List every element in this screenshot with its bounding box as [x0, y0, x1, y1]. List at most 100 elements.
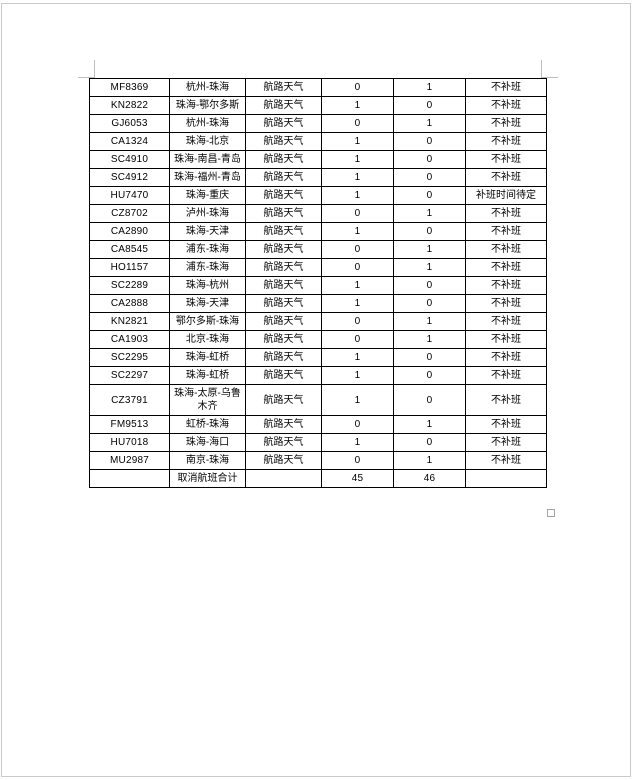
flight-no-cell[interactable]: CZ3791: [89, 384, 170, 416]
reason-cell[interactable]: 航路天气: [245, 132, 322, 151]
route-cell[interactable]: 杭州-珠海: [169, 78, 246, 97]
count-a-cell[interactable]: 0: [321, 78, 394, 97]
flight-no-cell[interactable]: FM9513: [89, 415, 170, 434]
count-b-cell[interactable]: 1: [393, 258, 466, 277]
status-cell[interactable]: 不补班: [465, 132, 547, 151]
status-cell[interactable]: 不补班: [465, 96, 547, 115]
count-a-cell[interactable]: 1: [321, 276, 394, 295]
count-a-cell[interactable]: 0: [321, 240, 394, 259]
count-b-cell[interactable]: 1: [393, 78, 466, 97]
route-cell[interactable]: 珠海-天津: [169, 294, 246, 313]
count-b-cell[interactable]: 0: [393, 276, 466, 295]
status-cell[interactable]: 不补班: [465, 415, 547, 434]
route-cell[interactable]: 杭州-珠海: [169, 114, 246, 133]
reason-cell[interactable]: 航路天气: [245, 204, 322, 223]
reason-cell[interactable]: 航路天气: [245, 222, 322, 241]
reason-cell[interactable]: 航路天气: [245, 348, 322, 367]
count-b-cell[interactable]: 1: [393, 204, 466, 223]
status-cell[interactable]: [465, 469, 547, 488]
reason-cell[interactable]: 航路天气: [245, 330, 322, 349]
flight-no-cell[interactable]: MF8369: [89, 78, 170, 97]
flight-no-cell[interactable]: MU2987: [89, 451, 170, 470]
status-cell[interactable]: 补班时间待定: [465, 186, 547, 205]
count-b-cell[interactable]: 1: [393, 312, 466, 331]
count-a-cell[interactable]: 0: [321, 258, 394, 277]
route-cell[interactable]: 珠海-北京: [169, 132, 246, 151]
flight-no-cell[interactable]: KN2821: [89, 312, 170, 331]
status-cell[interactable]: 不补班: [465, 276, 547, 295]
count-b-cell[interactable]: 1: [393, 330, 466, 349]
reason-cell[interactable]: 航路天气: [245, 240, 322, 259]
status-cell[interactable]: 不补班: [465, 451, 547, 470]
route-cell[interactable]: 浦东-珠海: [169, 258, 246, 277]
count-b-cell[interactable]: 0: [393, 96, 466, 115]
route-cell[interactable]: 珠海-鄂尔多斯: [169, 96, 246, 115]
status-cell[interactable]: 不补班: [465, 240, 547, 259]
route-cell[interactable]: 珠海-重庆: [169, 186, 246, 205]
count-a-cell[interactable]: 1: [321, 222, 394, 241]
count-b-cell[interactable]: 0: [393, 222, 466, 241]
flight-no-cell[interactable]: GJ6053: [89, 114, 170, 133]
count-a-cell[interactable]: 1: [321, 132, 394, 151]
route-cell[interactable]: 泸州-珠海: [169, 204, 246, 223]
count-a-cell[interactable]: 0: [321, 114, 394, 133]
reason-cell[interactable]: 航路天气: [245, 294, 322, 313]
status-cell[interactable]: 不补班: [465, 258, 547, 277]
route-cell[interactable]: 珠海-虹桥: [169, 366, 246, 385]
route-cell[interactable]: 浦东-珠海: [169, 240, 246, 259]
status-cell[interactable]: 不补班: [465, 78, 547, 97]
count-a-cell[interactable]: 0: [321, 415, 394, 434]
count-a-cell[interactable]: 45: [321, 469, 394, 488]
status-cell[interactable]: 不补班: [465, 294, 547, 313]
flight-no-cell[interactable]: CA1324: [89, 132, 170, 151]
status-cell[interactable]: 不补班: [465, 433, 547, 452]
flight-no-cell[interactable]: KN2822: [89, 96, 170, 115]
reason-cell[interactable]: 航路天气: [245, 276, 322, 295]
route-cell[interactable]: 虹桥-珠海: [169, 415, 246, 434]
count-b-cell[interactable]: 1: [393, 114, 466, 133]
status-cell[interactable]: 不补班: [465, 114, 547, 133]
route-cell[interactable]: 鄂尔多斯-珠海: [169, 312, 246, 331]
flight-no-cell[interactable]: [89, 469, 170, 488]
flight-no-cell[interactable]: CA8545: [89, 240, 170, 259]
count-b-cell[interactable]: 0: [393, 186, 466, 205]
flight-no-cell[interactable]: HU7470: [89, 186, 170, 205]
status-cell[interactable]: 不补班: [465, 384, 547, 416]
status-cell[interactable]: 不补班: [465, 222, 547, 241]
reason-cell[interactable]: 航路天气: [245, 433, 322, 452]
status-cell[interactable]: 不补班: [465, 330, 547, 349]
flight-no-cell[interactable]: CA2890: [89, 222, 170, 241]
reason-cell[interactable]: 航路天气: [245, 114, 322, 133]
count-b-cell[interactable]: 0: [393, 150, 466, 169]
count-a-cell[interactable]: 1: [321, 294, 394, 313]
route-cell[interactable]: 北京-珠海: [169, 330, 246, 349]
count-a-cell[interactable]: 1: [321, 186, 394, 205]
status-cell[interactable]: 不补班: [465, 168, 547, 187]
route-cell[interactable]: 取消航班合计: [169, 469, 246, 488]
count-b-cell[interactable]: 1: [393, 451, 466, 470]
count-b-cell[interactable]: 0: [393, 168, 466, 187]
count-a-cell[interactable]: 1: [321, 366, 394, 385]
count-a-cell[interactable]: 0: [321, 451, 394, 470]
count-b-cell[interactable]: 0: [393, 294, 466, 313]
route-cell[interactable]: 珠海-杭州: [169, 276, 246, 295]
status-cell[interactable]: 不补班: [465, 366, 547, 385]
count-b-cell[interactable]: 46: [393, 469, 466, 488]
reason-cell[interactable]: 航路天气: [245, 312, 322, 331]
flight-no-cell[interactable]: SC2295: [89, 348, 170, 367]
status-cell[interactable]: 不补班: [465, 150, 547, 169]
table-resize-handle[interactable]: [547, 509, 555, 517]
route-cell[interactable]: 南京-珠海: [169, 451, 246, 470]
reason-cell[interactable]: 航路天气: [245, 415, 322, 434]
route-cell[interactable]: 珠海-太原-乌鲁木齐: [169, 384, 246, 416]
route-cell[interactable]: 珠海-福州-青岛: [169, 168, 246, 187]
count-b-cell[interactable]: 1: [393, 415, 466, 434]
count-a-cell[interactable]: 1: [321, 433, 394, 452]
route-cell[interactable]: 珠海-海口: [169, 433, 246, 452]
count-a-cell[interactable]: 0: [321, 330, 394, 349]
count-a-cell[interactable]: 1: [321, 150, 394, 169]
count-a-cell[interactable]: 0: [321, 312, 394, 331]
flight-no-cell[interactable]: SC2289: [89, 276, 170, 295]
flight-no-cell[interactable]: CZ8702: [89, 204, 170, 223]
route-cell[interactable]: 珠海-虹桥: [169, 348, 246, 367]
